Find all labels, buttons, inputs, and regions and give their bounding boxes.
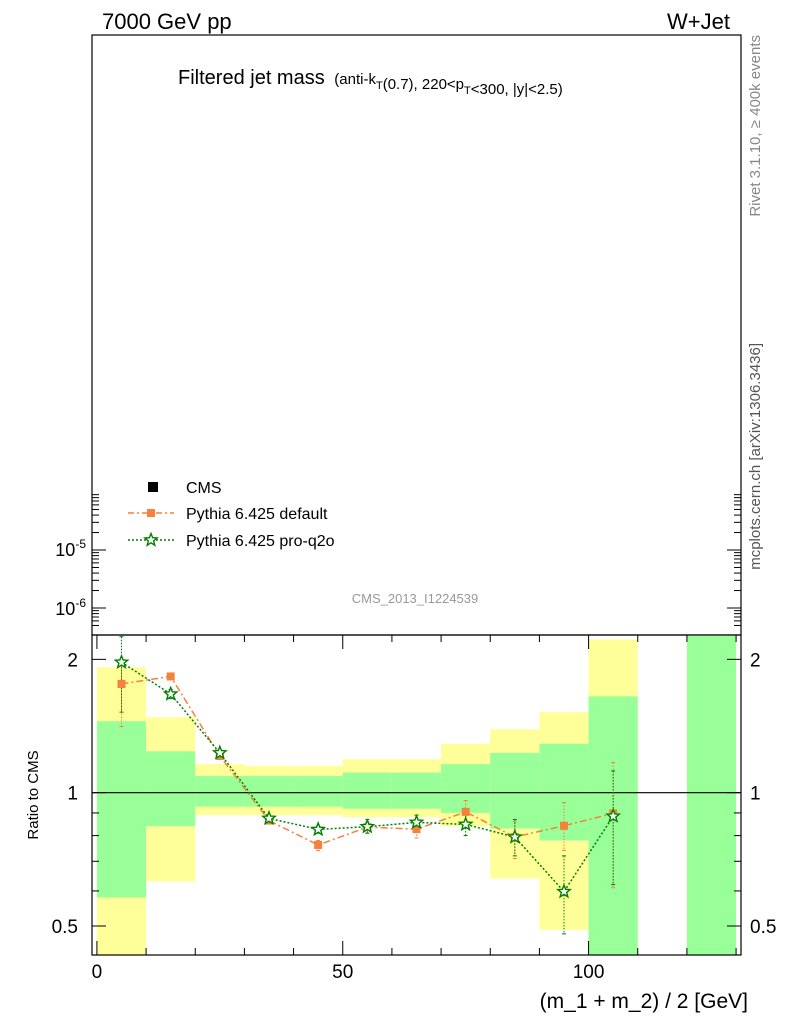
data-point-pythia-default bbox=[314, 840, 323, 849]
rivet-version-label: Rivet 3.1.10, ≥ 400k events bbox=[747, 35, 764, 217]
data-point-pythia-default bbox=[412, 825, 421, 834]
ratio-bands bbox=[96, 635, 737, 955]
process-label: W+Jet bbox=[667, 9, 730, 34]
data-point-pythia-pro-q2o bbox=[211, 744, 228, 760]
data-point-pythia-pro-q2o bbox=[506, 828, 523, 844]
main-y-tick-labels: 10-5 10-6 bbox=[55, 537, 86, 619]
y-tick-label-right: 0.5 bbox=[750, 917, 776, 938]
uncertainty-band-inner bbox=[195, 776, 245, 807]
x-axis-label: (m_1 + m_2) / 2 [GeV] bbox=[540, 990, 748, 1013]
x-tick-label: 50 bbox=[332, 962, 353, 983]
title-suffix-part: (0.7), 220<p bbox=[383, 76, 464, 93]
data-point-pythia-default bbox=[560, 821, 568, 830]
subscript-t: T bbox=[464, 85, 471, 97]
data-point-pythia-pro-q2o bbox=[457, 815, 474, 832]
ytick-label-1e-6: 10-6 bbox=[55, 596, 86, 619]
uncertainty-band-inner bbox=[490, 752, 540, 829]
data-point-pythia-pro-q2o bbox=[605, 807, 622, 823]
legend-marker-pythia-pro-q2o bbox=[142, 531, 160, 547]
main-title: Filtered jet mass (anti-kT(0.7), 220<pT<… bbox=[178, 67, 563, 98]
data-point-pythia-pro-q2o bbox=[310, 821, 327, 837]
legend-entry-pythia-pro-q2o: Pythia 6.425 pro-q2o bbox=[128, 531, 335, 550]
title-suffix-part: (anti-k bbox=[334, 71, 376, 88]
y-tick-label-right: 1 bbox=[750, 784, 761, 805]
ratio-series bbox=[113, 636, 622, 935]
tick-base: 10 bbox=[55, 599, 75, 619]
y-tick-label-left: 2 bbox=[67, 650, 78, 671]
legend: CMS Pythia 6.425 default Pythia 6.425 pr… bbox=[128, 480, 335, 550]
uncertainty-band-inner bbox=[342, 772, 392, 809]
legend-marker-cms bbox=[148, 482, 158, 492]
main-y-ticks bbox=[92, 494, 741, 626]
data-point-pythia-default bbox=[117, 679, 126, 688]
uncertainty-band-inner bbox=[293, 776, 343, 807]
legend-label-cms: CMS bbox=[186, 480, 222, 497]
energy-label: 7000 GeV pp bbox=[102, 9, 232, 34]
legend-label-pythia-pro-q2o: Pythia 6.425 pro-q2o bbox=[186, 533, 335, 550]
data-point-pythia-default bbox=[461, 807, 470, 816]
tick-exponent: -6 bbox=[75, 596, 86, 610]
data-point-pythia-pro-q2o bbox=[555, 883, 573, 899]
y-tick-label-left: 1 bbox=[67, 784, 78, 805]
uncertainty-band-inner bbox=[686, 635, 737, 955]
subscript-t: T bbox=[376, 80, 383, 92]
data-point-pythia-pro-q2o bbox=[408, 813, 425, 830]
title-suffix-part: <300, |y|<2.5) bbox=[471, 81, 563, 98]
tick-base: 10 bbox=[55, 540, 75, 560]
uncertainty-band-inner bbox=[391, 772, 442, 809]
legend-label-pythia-default: Pythia 6.425 default bbox=[186, 506, 328, 523]
main-title-text: Filtered jet mass bbox=[178, 67, 325, 89]
ratio-ticks bbox=[92, 635, 741, 955]
main-title-suffix: (anti-kT(0.7), 220<pT<300, |y|<2.5) bbox=[334, 71, 563, 98]
uncertainty-band-inner bbox=[96, 721, 147, 898]
uncertainty-band-inner bbox=[146, 751, 196, 827]
legend-marker-pythia-default bbox=[147, 509, 155, 517]
data-point-pythia-pro-q2o bbox=[260, 809, 278, 826]
ytick-label-1e-5: 10-5 bbox=[55, 537, 86, 560]
data-point-pythia-pro-q2o bbox=[359, 818, 376, 834]
y-axis-label: Ratio to CMS bbox=[25, 750, 42, 839]
ratio-tick-labels: 0 50 100 0.5 0.5 1 1 2 2 bbox=[52, 650, 777, 983]
data-point-pythia-default bbox=[166, 672, 175, 681]
tick-exponent: -5 bbox=[75, 537, 86, 551]
data-point-pythia-pro-q2o bbox=[113, 653, 130, 670]
data-point-pythia-pro-q2o bbox=[162, 685, 179, 701]
y-tick-label-left: 0.5 bbox=[52, 917, 78, 938]
x-tick-label: 0 bbox=[92, 962, 103, 983]
y-tick-label-right: 2 bbox=[750, 650, 761, 671]
uncertainty-band-inner bbox=[244, 776, 294, 807]
ratio-panel-frame bbox=[91, 634, 742, 956]
legend-entry-pythia-default: Pythia 6.425 default bbox=[128, 506, 328, 523]
legend-entry-cms: CMS bbox=[148, 480, 222, 497]
x-tick-label: 100 bbox=[573, 962, 605, 983]
uncertainty-band-inner bbox=[441, 764, 491, 813]
mcplots-label: mcplots.cern.ch [arXiv:1306.3436] bbox=[747, 343, 764, 570]
analysis-id: CMS_2013_I1224539 bbox=[352, 591, 479, 606]
